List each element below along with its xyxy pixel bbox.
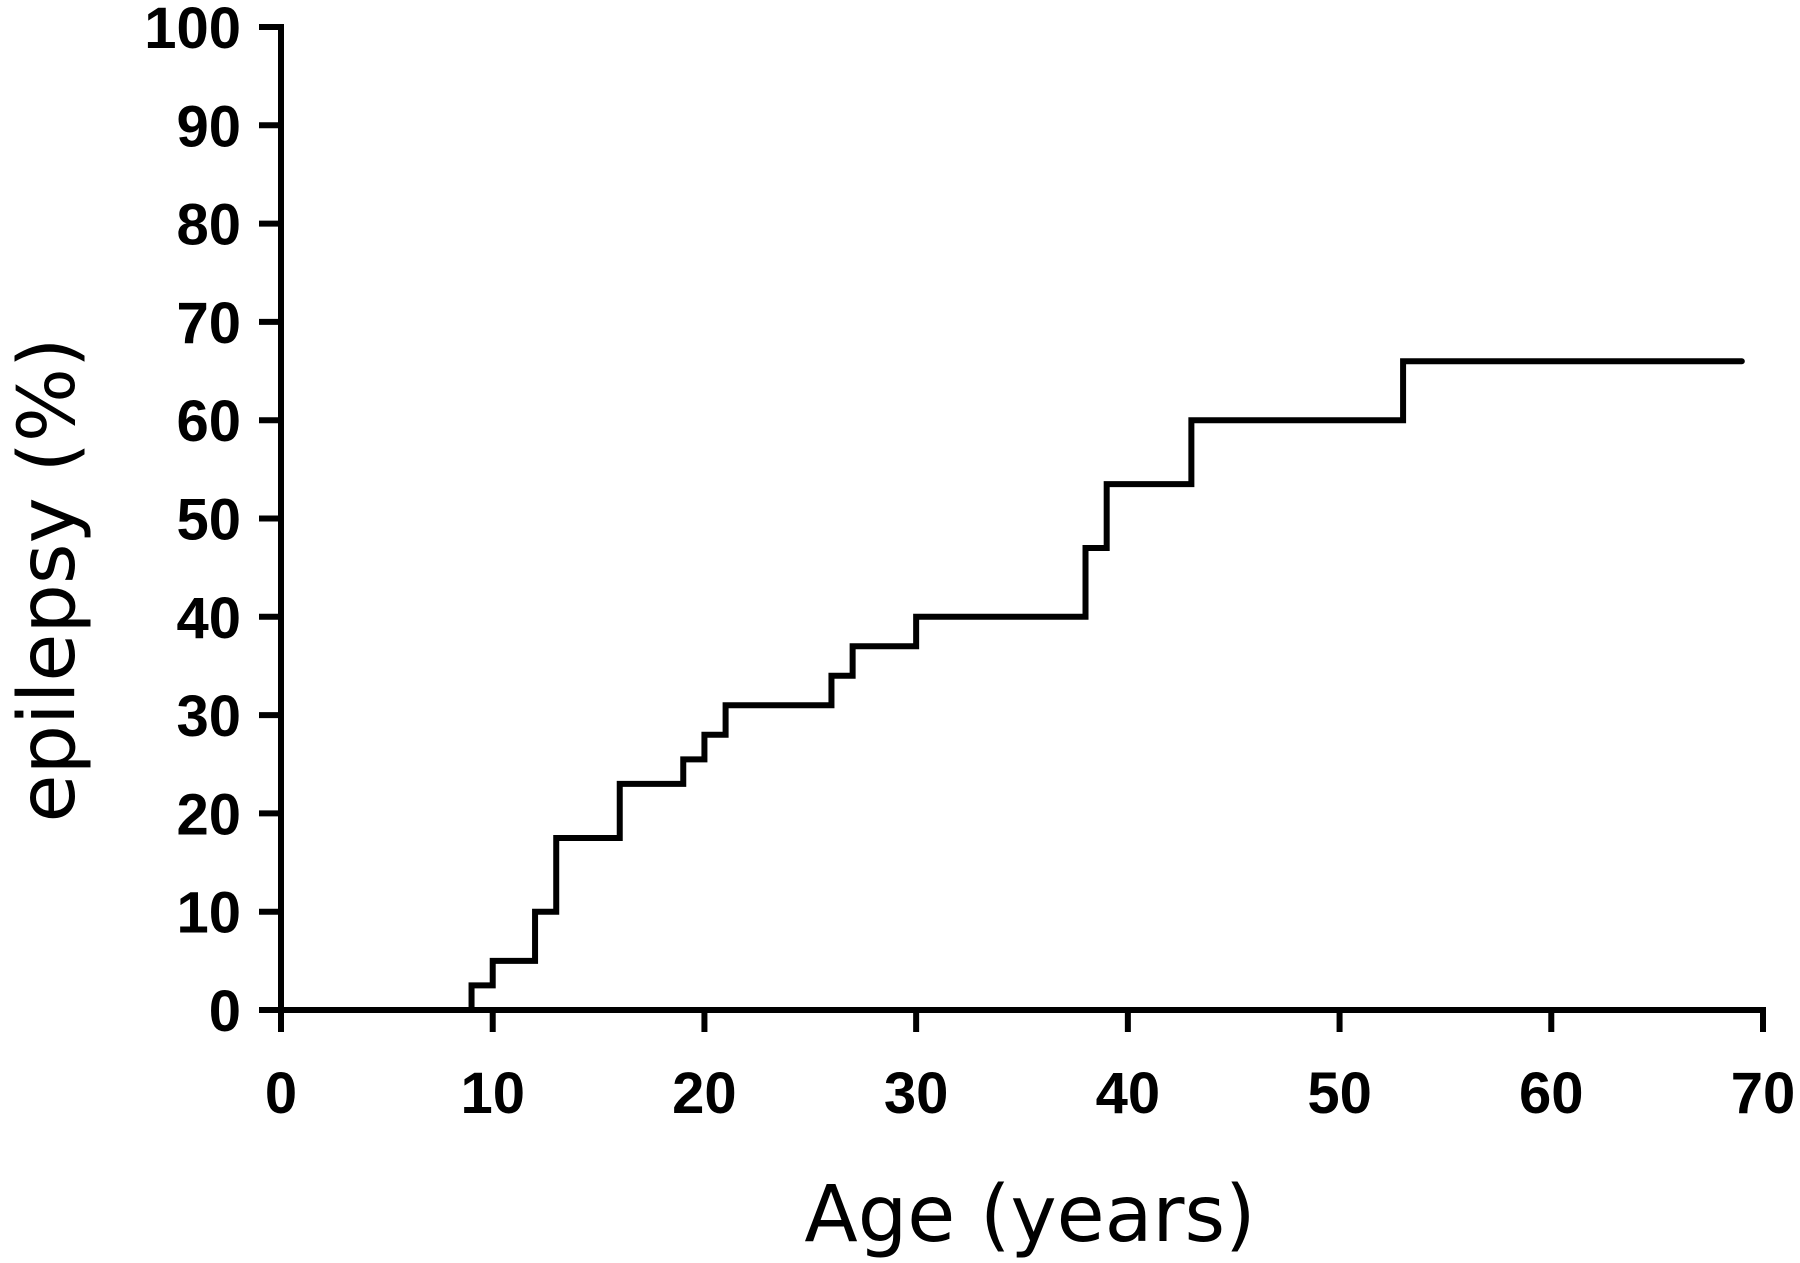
y-tick-label: 30 [176,684,241,749]
y-tick-label: 60 [176,389,241,454]
x-tick-label: 10 [460,1061,525,1126]
x-axis-title: Age (years) [804,1170,1255,1260]
y-tick-label: 50 [176,488,241,553]
x-tick-label: 60 [1519,1061,1584,1126]
y-tick-label: 80 [176,193,241,258]
x-tick-label: 30 [884,1061,949,1126]
x-tick-label: 20 [672,1061,737,1126]
axes [278,24,1766,1013]
ticks: 0 10 20 30 40 50 60 70 0 10 20 30 40 50 60 70 80 90 100 [144,0,1795,1126]
step-line [278,358,1745,1013]
y-axis-title: epilepsy (%) [3,338,93,823]
y-tick-label: 90 [176,94,241,159]
y-tick-label: 20 [176,782,241,847]
y-tick-label: 10 [176,881,241,946]
y-tick-label: 40 [176,586,241,651]
plot-area [278,358,1745,1013]
x-tick-label: 50 [1307,1061,1372,1126]
x-tick-label: 40 [1096,1061,1161,1126]
y-tick-label: 100 [144,0,241,61]
y-tick-label: 0 [209,979,241,1044]
x-tick-label: 0 [265,1061,297,1126]
y-tick-label: 70 [176,291,241,356]
x-tick-label: 70 [1731,1061,1796,1126]
